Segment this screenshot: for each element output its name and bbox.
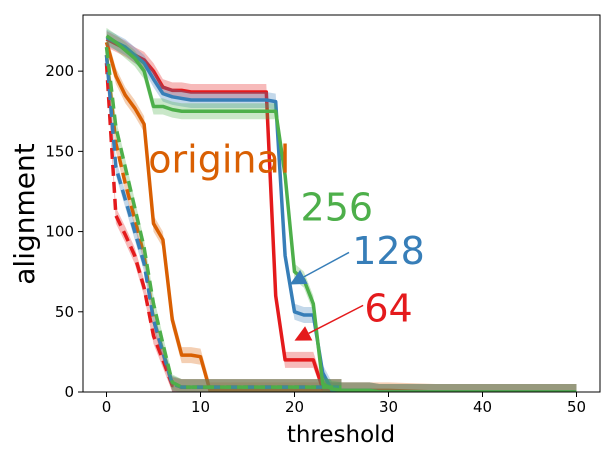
y-axis: 0 50 100 150 200 <box>45 62 83 401</box>
annotation-label: 64 <box>364 287 412 331</box>
annotation-arrow-head <box>294 326 313 341</box>
x-tick-label: 10 <box>191 398 210 416</box>
annotation-label: 256 <box>301 186 374 230</box>
y-tick-label: 50 <box>55 303 74 321</box>
x-tick-label: 20 <box>285 398 304 416</box>
annotation-arrow-shaft <box>303 251 350 278</box>
y-tick-label: 0 <box>64 383 74 401</box>
x-tick-label: 40 <box>473 398 492 416</box>
x-tick-label: 50 <box>567 398 586 416</box>
annotation-label: original <box>148 137 290 181</box>
x-axis-label: threshold <box>287 422 395 448</box>
series-2-band <box>106 31 577 392</box>
y-tick-label: 100 <box>45 223 74 241</box>
y-tick-label: 150 <box>45 142 74 160</box>
x-tick-label: 0 <box>102 398 112 416</box>
y-tick-label: 200 <box>45 62 74 80</box>
annotation-arrow-shaft <box>308 304 364 335</box>
x-tick-label: 30 <box>379 398 398 416</box>
annotation-label: 128 <box>352 229 425 273</box>
annotation-arrow-head <box>289 269 308 285</box>
series-layer <box>104 27 577 392</box>
series-6-band <box>106 27 577 392</box>
x-axis: 0 10 20 30 40 50 <box>102 392 586 416</box>
series-5-line <box>104 54 342 389</box>
plot-frame <box>82 14 601 393</box>
plot-background <box>83 15 600 392</box>
y-axis-label: alignment <box>8 143 41 284</box>
series-7-line <box>104 46 342 389</box>
series-6-line <box>105 34 577 392</box>
